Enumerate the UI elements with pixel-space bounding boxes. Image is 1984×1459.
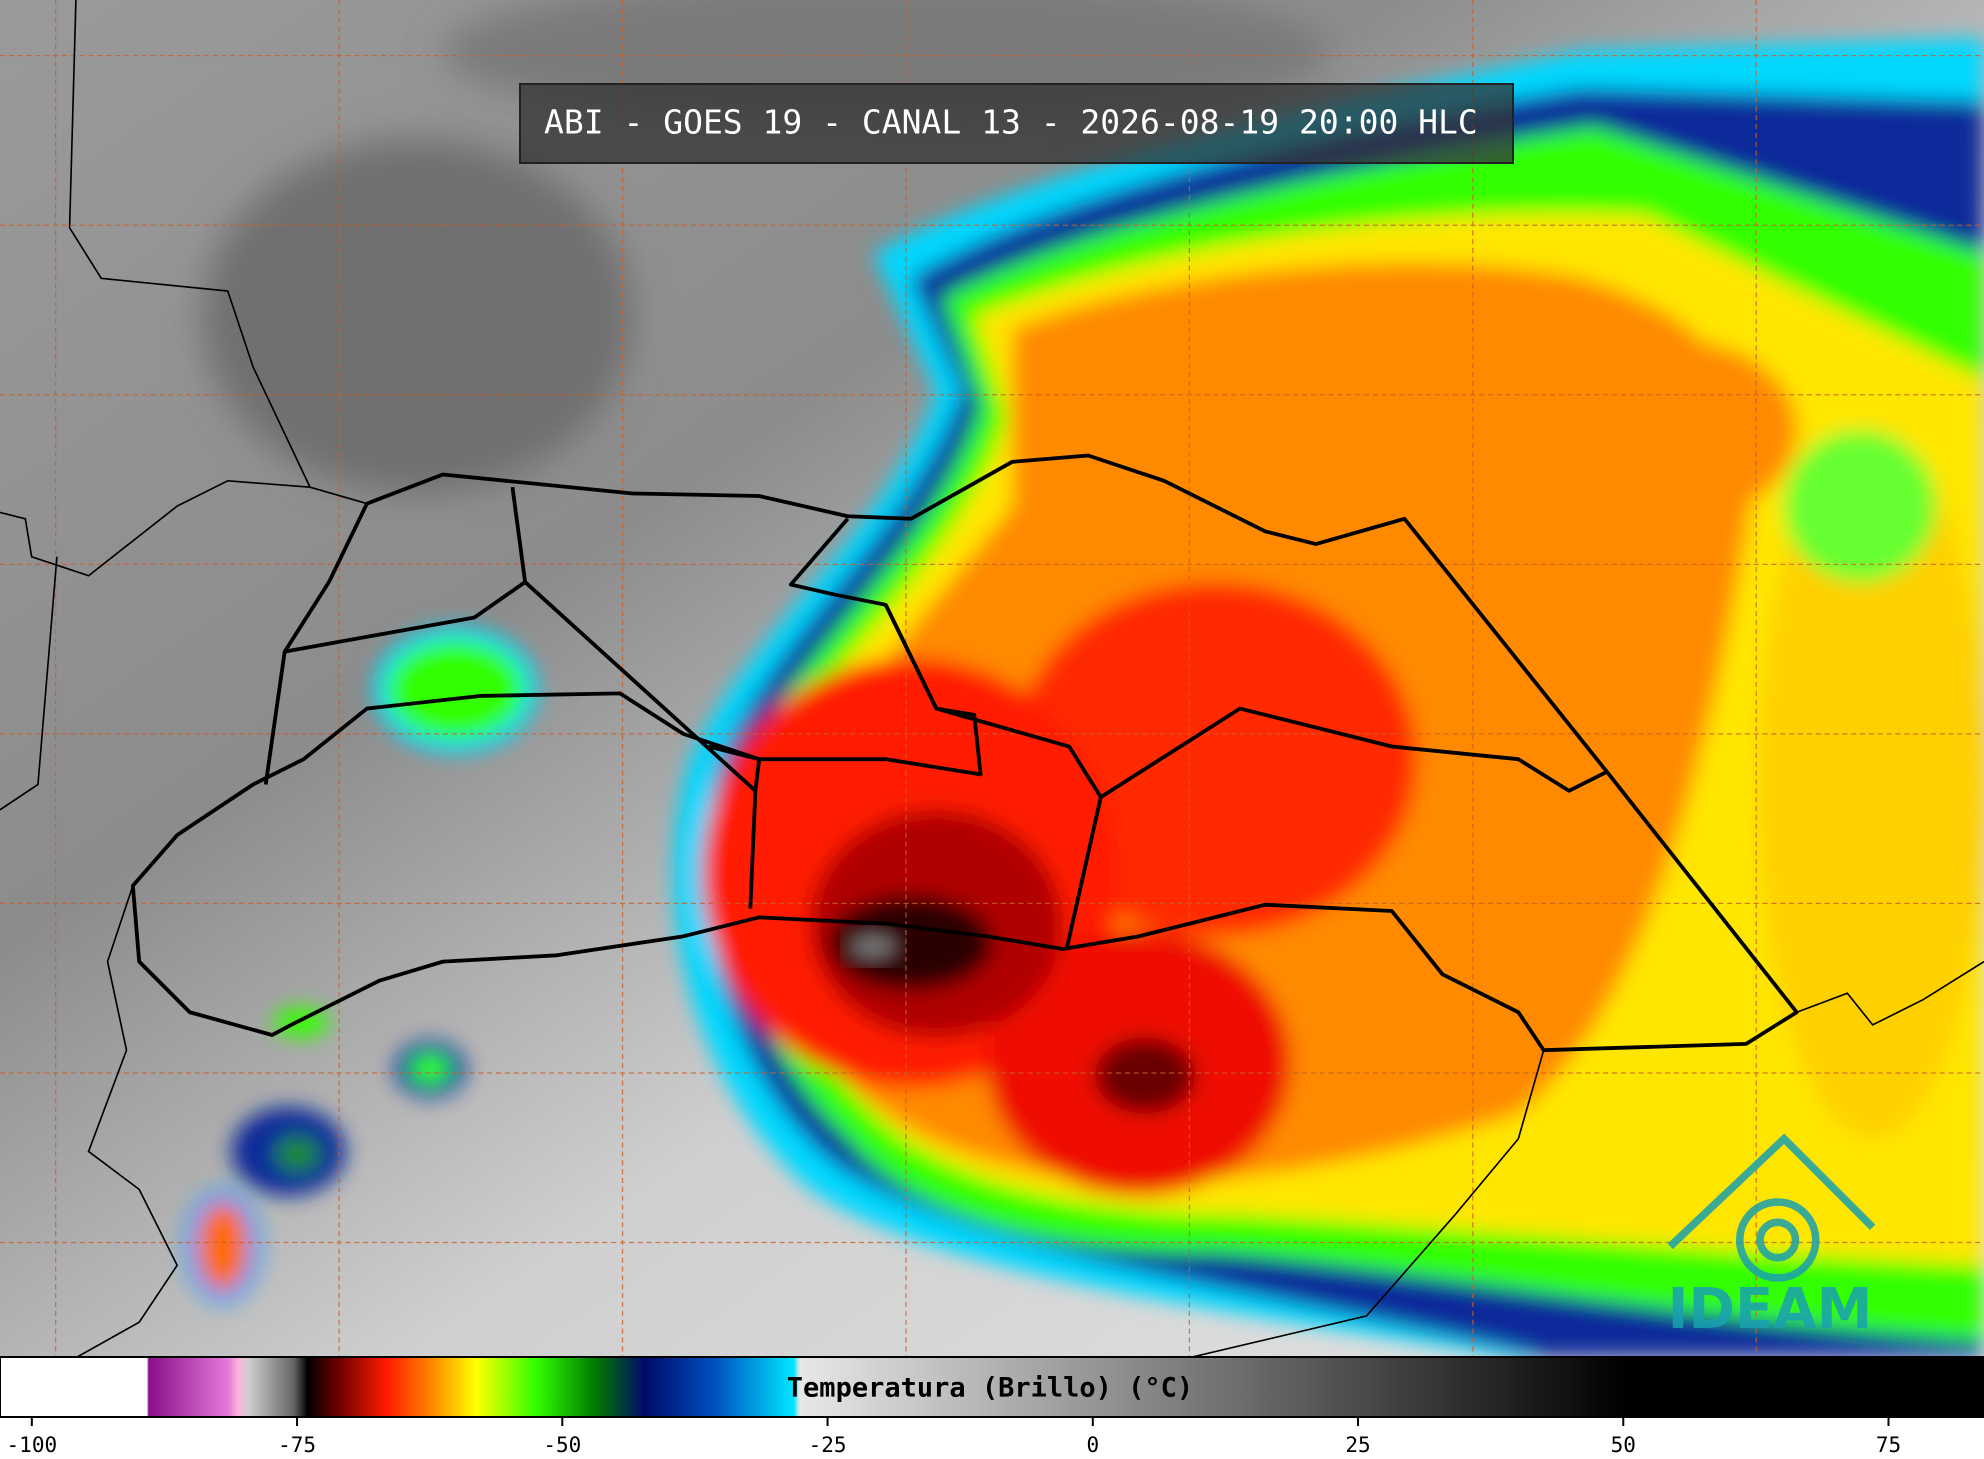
tick-label: 0 bbox=[1086, 1433, 1099, 1457]
tick-label: 75 bbox=[1876, 1433, 1901, 1457]
title-box: ABI - GOES 19 - CANAL 13 - 2026-08-19 20… bbox=[519, 83, 1514, 164]
tick-label: -75 bbox=[278, 1433, 316, 1457]
colorbar-ticks: -100 -75 -50 -25 0 25 50 75 bbox=[7, 1417, 1901, 1457]
colorbar-label: Temperatura (Brillo) (°C) bbox=[787, 1373, 1193, 1404]
colorbar bbox=[0, 1356, 1984, 1418]
imagery bbox=[0, 0, 1984, 1359]
tick-label: -50 bbox=[543, 1433, 581, 1457]
tick-label: -100 bbox=[7, 1433, 58, 1457]
map-title: ABI - GOES 19 - CANAL 13 - 2026-08-19 20… bbox=[544, 103, 1478, 142]
tick-label: -25 bbox=[809, 1433, 847, 1457]
tick-label: 25 bbox=[1345, 1433, 1370, 1457]
tick-label: 50 bbox=[1611, 1433, 1636, 1457]
logo-text: IDEAM bbox=[1668, 1277, 1873, 1342]
